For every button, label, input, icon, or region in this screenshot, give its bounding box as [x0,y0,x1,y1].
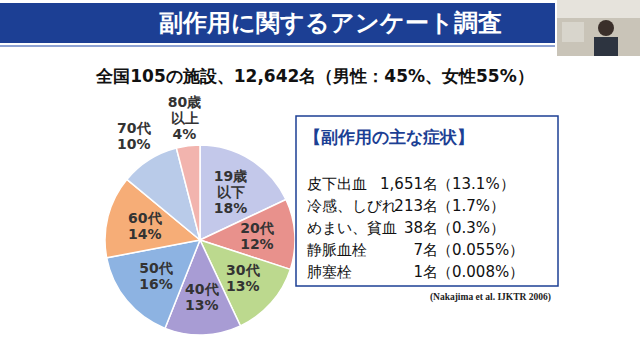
symptom-count: 7名 [413,241,438,259]
slice-value-label: 4% [173,126,197,142]
citation: (Nakajima et al. IJKTR 2006) [430,292,551,303]
subtitle: 全国105の施設、12,642名（男性：45%、女性55%） [95,66,533,86]
camera-window [562,22,584,42]
camera-frame [557,0,640,56]
symptom-count: 213名 [394,197,438,215]
symptom-name: 静脈血栓 [307,241,367,259]
symptom-name: 冷感、しびれ [307,197,397,215]
pie-slice [176,145,200,240]
slice-category-label: 70代 [117,120,150,136]
pie-slice [200,145,286,240]
background [0,0,640,360]
symptom-name: 肺塞栓 [307,263,352,281]
symptom-count: 38名 [404,219,438,237]
symptom-percent: （1.7%） [437,197,505,215]
symptom-count: 1,651名 [380,175,438,193]
label-line: 70代 [117,120,150,136]
pie-labels: 19歳以下18%20代12%30代13%40代13%50代16%60代14%70… [117,94,274,314]
label-line: 19歳 [214,168,247,184]
label-line: 以下 [217,184,245,200]
label-line: 80歳 [168,94,201,110]
symptom-name: 皮下出血 [307,175,367,193]
slice-value-label: 12% [240,236,274,252]
symptom-percent: （13.1%） [437,175,515,193]
label-line: 30代 [226,262,259,278]
slice-value-label: 13% [226,278,260,294]
label-line: 50代 [139,260,172,276]
symptom-percent: （0.008%） [437,263,524,281]
camera-wall [557,0,640,18]
camera-inset [557,0,640,56]
symptoms-box: 【副作用の主な症状】皮下出血 1,651名（13.1%） 冷感、しびれ213名（1.… [296,116,558,286]
title-band [0,3,555,43]
title-rule [0,45,555,47]
slice-value-label: 13% [185,297,219,313]
slice-value-label: 18% [214,200,248,216]
slice-category-label: 50代 [139,260,172,276]
slice-category-label: 80歳以上 [168,94,201,126]
slice-value-label: 16% [139,276,173,292]
symptom-percent: （0.3%） [437,219,505,237]
slide: 副作用に関するアンケート調査全国105の施設、12,642名（男性：45%、女性… [0,0,640,360]
camera-person-body [594,37,618,56]
symptoms-frame [296,116,558,286]
slice-value-label: 14% [128,226,162,242]
label-line: 20代 [240,220,273,236]
slice-value-label: 10% [117,136,151,152]
label-line: 以上 [171,110,199,126]
label-line: 40代 [185,281,218,297]
slice-category-label: 19歳以下 [214,168,247,200]
slide-title: 副作用に関するアンケート調査 [159,9,502,37]
slice-category-label: 20代 [240,220,273,236]
symptom-count: 1名 [413,263,438,281]
symptom-name: めまい、貧血 [307,219,397,237]
slice-category-label: 30代 [226,262,259,278]
pie-slices [105,145,295,335]
symptoms-title: 【副作用の主な症状】 [304,127,474,147]
camera-person-head [598,20,614,36]
symptom-percent: （0.055%） [437,241,524,259]
label-line: 60代 [128,210,161,226]
slice-category-label: 40代 [185,281,218,297]
slice-category-label: 60代 [128,210,161,226]
